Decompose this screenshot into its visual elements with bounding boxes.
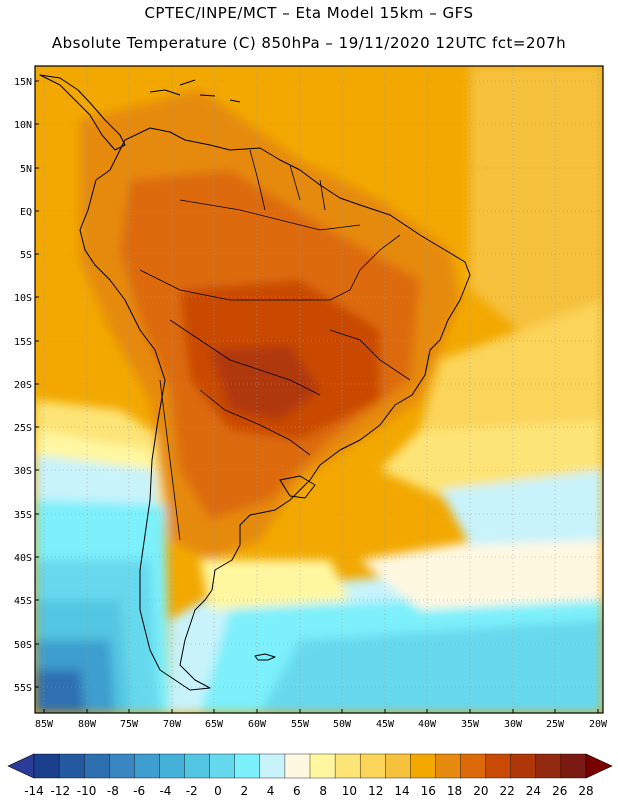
chart-title-line2: Absolute Temperature (C) 850hPa – 19/11/… — [51, 34, 567, 52]
colorbar-cell — [234, 753, 261, 779]
colorbar-cell — [435, 753, 462, 779]
colorbar-cell — [159, 753, 186, 779]
colorbar-cell — [510, 753, 537, 779]
lat-label: 10N — [14, 120, 32, 131]
lon-label: 60W — [248, 719, 267, 730]
lon-label: 80W — [78, 719, 97, 730]
lon-label: 65W — [205, 719, 224, 730]
colorbar-cell — [209, 753, 236, 779]
colorbar-label: -12 — [50, 784, 70, 798]
lat-label: 5N — [20, 164, 32, 175]
lat-label: EQ — [20, 207, 32, 218]
country-borders — [139, 149, 411, 541]
colorbar-label: 22 — [499, 784, 514, 798]
lat-label: 45S — [14, 596, 32, 607]
lon-label: 25W — [546, 719, 565, 730]
lat-label: 10S — [14, 293, 32, 304]
colorbar-label: 4 — [267, 784, 275, 798]
lat-label: 55S — [14, 683, 32, 694]
latitude-labels: 15N 10N 5N EQ 5S 10S 15S 20S 25S 30S 35S… — [14, 77, 32, 694]
colorbar-label: 0 — [214, 784, 222, 798]
lat-label: 40S — [14, 553, 32, 564]
colorbar-cell — [309, 753, 336, 779]
colorbar-cell — [134, 753, 160, 779]
colorbar-cell — [485, 753, 512, 779]
colorbar-label: 16 — [421, 784, 436, 798]
lat-label: 15N — [14, 77, 32, 88]
chart-title-line1: CPTEC/INPE/MCT – Eta Model 15km – GFS — [144, 4, 474, 22]
colorbar-label: -8 — [107, 784, 119, 798]
graticule — [35, 66, 603, 713]
colorbar-label: 20 — [473, 784, 488, 798]
colorbar-label: 24 — [526, 784, 541, 798]
lat-label: 5S — [20, 250, 32, 261]
colorbar-label: -4 — [159, 784, 171, 798]
colorbar-cell — [284, 753, 311, 779]
colorbar-label: 6 — [293, 784, 301, 798]
colorbar: -14 -12 -10 -8 -6 -4 -2 0 2 4 6 8 10 12 14 16 18 20 22 24 26… — [7, 753, 613, 798]
lon-label: 50W — [333, 719, 352, 730]
uruguay-region — [279, 475, 316, 499]
caribbean-islands — [149, 79, 241, 103]
map-frame — [34, 65, 604, 714]
lat-label: 30S — [14, 466, 32, 477]
colorbar-cell — [184, 753, 211, 779]
colorbar-label: 14 — [394, 784, 409, 798]
colorbar-label: 28 — [578, 784, 593, 798]
lat-label: 15S — [14, 337, 32, 348]
colorbar-label: 8 — [319, 784, 327, 798]
lat-label: 20S — [14, 380, 32, 391]
colorbar-cell — [109, 753, 135, 779]
tick-marks — [35, 80, 599, 713]
colorbar-cells — [33, 753, 587, 779]
coastlines — [39, 74, 471, 691]
lon-label: 20W — [589, 719, 608, 730]
colorbar-cell — [58, 753, 85, 779]
colorbar-label: -2 — [186, 784, 198, 798]
lat-label: 50S — [14, 640, 32, 651]
colorbar-labels: -14 -12 -10 -8 -6 -4 -2 0 2 4 6 8 10 12 14 16 18 20 22 24 26… — [24, 784, 593, 798]
colorbar-under-arrow — [7, 753, 35, 779]
south-america-outline — [79, 127, 471, 691]
lon-label: 35W — [461, 719, 480, 730]
colorbar-cell — [259, 753, 286, 779]
lon-label: 75W — [120, 719, 139, 730]
lat-label: 25S — [14, 423, 32, 434]
central-america-outline — [39, 74, 126, 151]
lon-label: 85W — [35, 719, 54, 730]
colorbar-cell — [385, 753, 411, 779]
colorbar-cell — [334, 753, 361, 779]
colorbar-cell — [359, 753, 386, 779]
colorbar-cell — [560, 753, 587, 779]
longitude-labels: 85W 80W 75W 70W 65W 60W 55W 50W 45W 40W … — [35, 719, 608, 730]
falkland-islands — [254, 653, 276, 661]
lon-label: 45W — [376, 719, 395, 730]
colorbar-label: 12 — [368, 784, 383, 798]
colorbar-cell — [83, 753, 110, 779]
colorbar-label: 2 — [240, 784, 248, 798]
colorbar-cell — [410, 753, 436, 779]
colorbar-label: 18 — [447, 784, 462, 798]
colorbar-label: -10 — [77, 784, 97, 798]
lon-label: 70W — [163, 719, 182, 730]
colorbar-cell — [460, 753, 487, 779]
colorbar-cell — [535, 753, 562, 779]
colorbar-cell — [33, 753, 60, 779]
temperature-field — [35, 66, 603, 713]
colorbar-label: 10 — [342, 784, 357, 798]
colorbar-over-arrow — [585, 753, 613, 779]
lon-label: 40W — [418, 719, 437, 730]
lon-label: 30W — [504, 719, 523, 730]
lon-label: 55W — [291, 719, 310, 730]
lat-label: 35S — [14, 510, 32, 521]
colorbar-label: 26 — [552, 784, 567, 798]
colorbar-label: -6 — [133, 784, 145, 798]
colorbar-label: -14 — [24, 784, 44, 798]
